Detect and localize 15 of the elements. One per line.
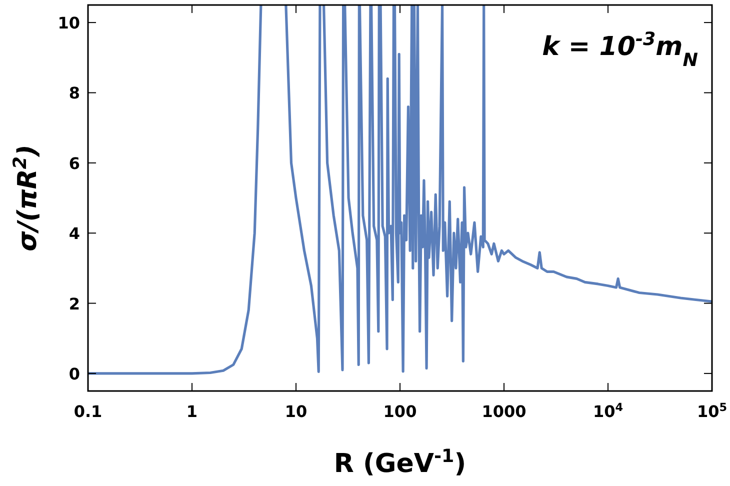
y-tick-label: 4 — [68, 224, 80, 244]
x-tick-label: 0.1 — [74, 402, 102, 421]
y-tick-label: 10 — [58, 14, 80, 33]
y-tick-label: 6 — [68, 154, 80, 173]
x-tick-label: 1000 — [482, 402, 526, 421]
y-tick-label: 2 — [68, 294, 80, 314]
x-tick-label: 1 — [186, 402, 198, 421]
x-tick-label: 10$^{5}$ — [696, 400, 728, 421]
x-tick-label: 10 — [284, 402, 308, 421]
x-tick-label: 10$^{4}$ — [592, 400, 624, 421]
x-axis-title: R (GeV$^{-1}$) — [334, 446, 466, 479]
y-tick-label: 8 — [68, 84, 80, 103]
x-tick-label: 100 — [383, 402, 417, 421]
annotation: k = 10$^{-3}$m$_{N}$ — [542, 28, 698, 70]
y-tick-label: 0 — [68, 364, 80, 384]
